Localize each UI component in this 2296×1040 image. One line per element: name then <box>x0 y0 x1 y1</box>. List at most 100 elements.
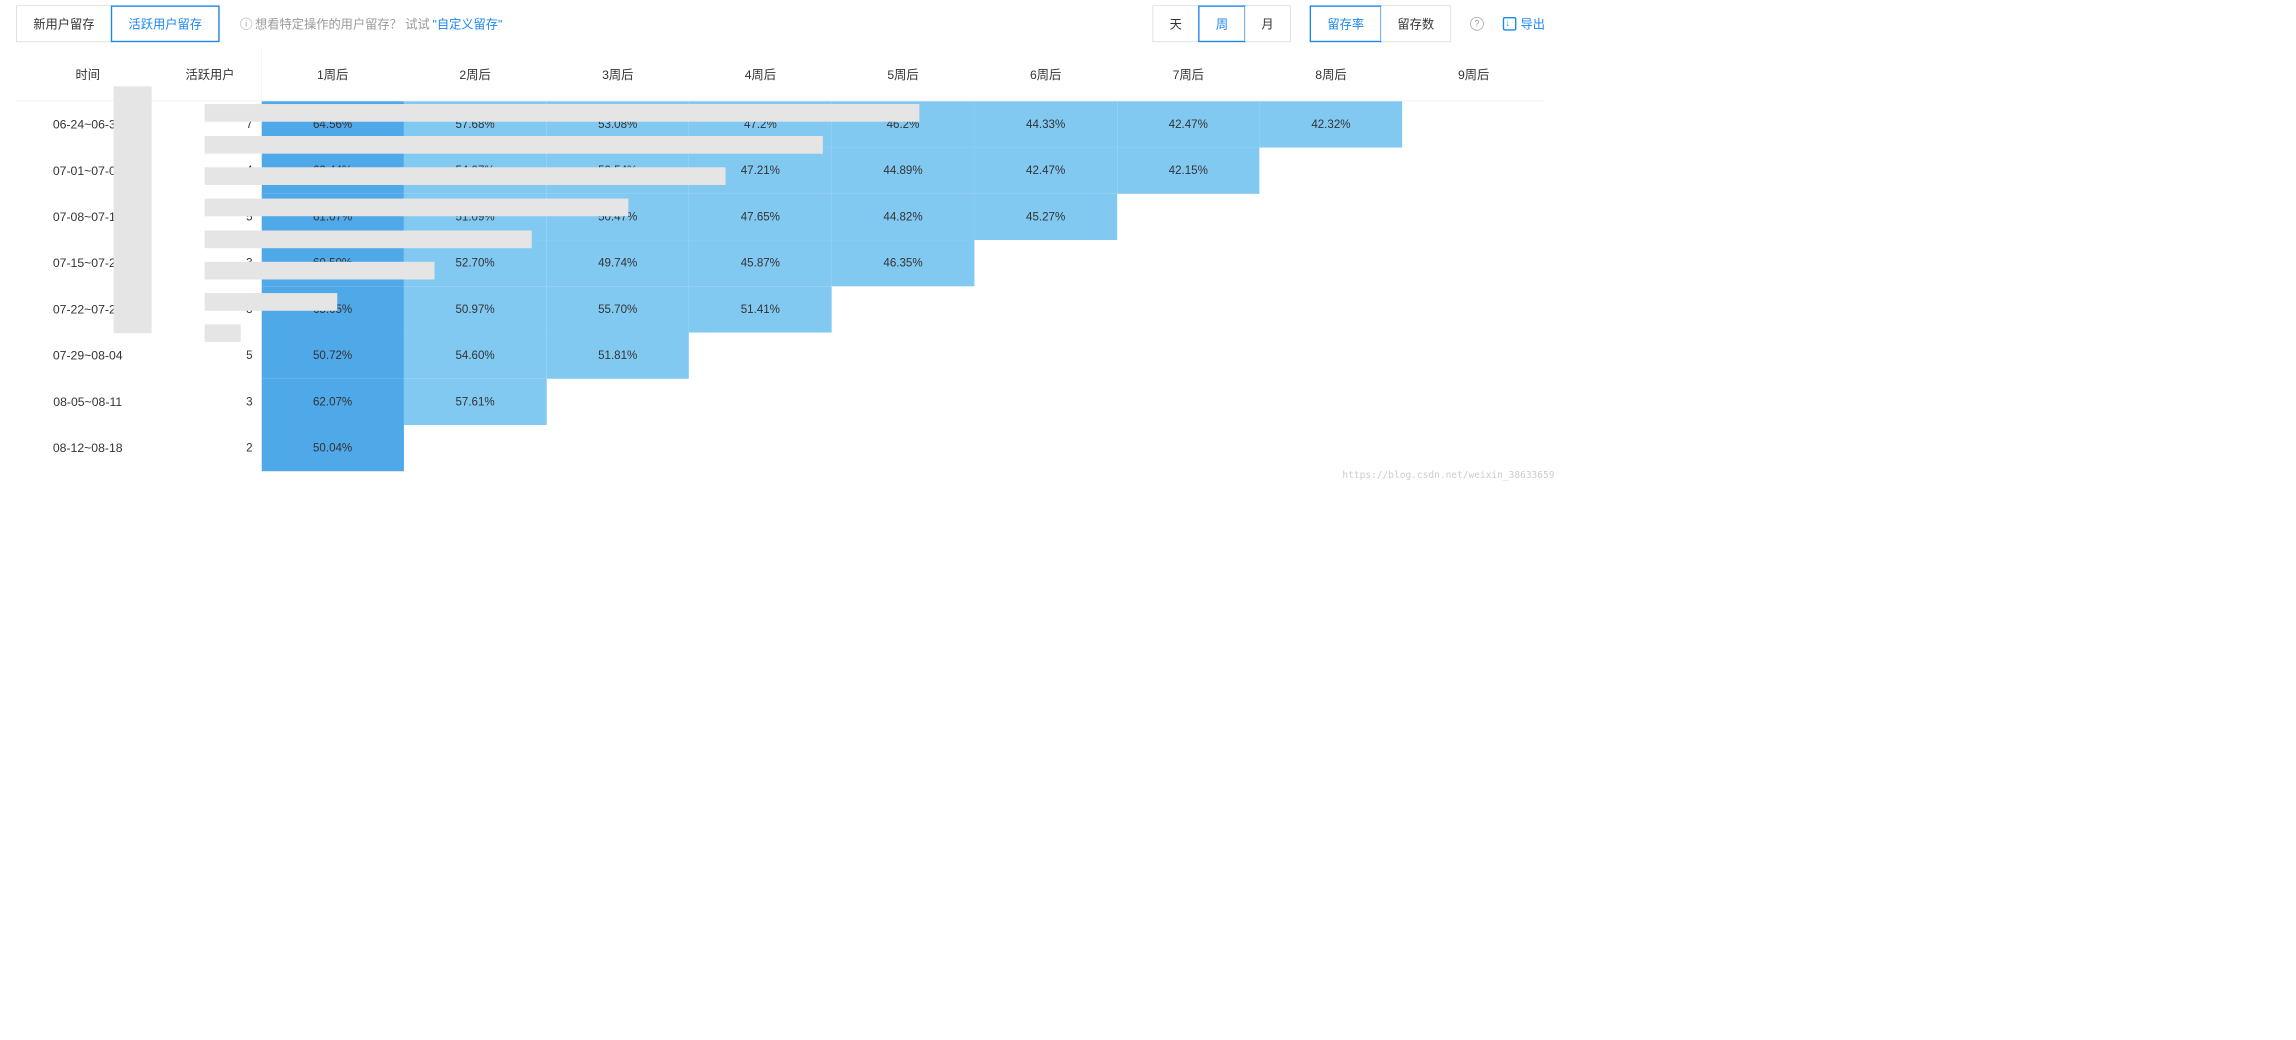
retention-cell: 50.72% <box>261 333 404 379</box>
retention-cell <box>1117 333 1260 379</box>
period-cell: 08-12~08-18 <box>16 425 159 471</box>
retention-cell: 50.04% <box>261 425 404 471</box>
retention-value: 52.70% <box>455 256 494 270</box>
retention-cell <box>832 333 975 379</box>
retention-cell <box>1402 101 1545 148</box>
export-label: 导出 <box>1520 15 1544 33</box>
retention-value: 45.27% <box>1026 210 1065 224</box>
redaction-block <box>114 87 152 333</box>
retention-cell: 47.65% <box>689 194 832 240</box>
toolbar: 新用户留存 活跃用户留存 i 想看特定操作的用户留存？ 试试 "自定义留存" 天… <box>0 0 1561 48</box>
col-w3: 3周后 <box>546 48 689 101</box>
retention-cell <box>832 286 975 332</box>
retention-cell <box>832 425 975 471</box>
retention-cell <box>689 333 832 379</box>
col-active: 活跃用户 <box>159 48 261 101</box>
retention-table-wrap: 时间 活跃用户 1周后 2周后 3周后 4周后 5周后 6周后 7周后 8周后 … <box>0 48 1561 485</box>
retention-cell: 45.27% <box>974 194 1117 240</box>
retention-cell <box>974 379 1117 425</box>
redaction-bar <box>205 167 726 185</box>
retention-cell <box>546 425 689 471</box>
retention-value: 54.60% <box>455 349 494 363</box>
retention-value: 46.35% <box>883 256 922 270</box>
retention-cell <box>974 286 1117 332</box>
retention-cell: 42.47% <box>1117 101 1260 148</box>
retention-cell <box>1117 286 1260 332</box>
retention-cell <box>689 425 832 471</box>
info-icon: i <box>240 18 252 30</box>
watermark: https://blog.csdn.net/weixin_38633659 <box>1342 470 1554 481</box>
redaction-bar <box>205 104 920 122</box>
gran-day[interactable]: 天 <box>1153 6 1199 41</box>
help-icon[interactable]: ? <box>1470 17 1484 31</box>
retention-cell: 44.82% <box>832 194 975 240</box>
period-cell: 07-29~08-04 <box>16 333 159 379</box>
hint-text: i 想看特定操作的用户留存？ 试试 "自定义留存" <box>240 15 502 33</box>
retention-cell <box>404 425 547 471</box>
retention-cell <box>1117 425 1260 471</box>
retention-value: 55.70% <box>598 303 637 317</box>
user-type-tabs: 新用户留存 活跃用户留存 <box>16 5 219 42</box>
retention-cell: 51.41% <box>689 286 832 332</box>
retention-cell: 42.32% <box>1260 101 1403 148</box>
retention-value: 51.81% <box>598 349 637 363</box>
metric-rate[interactable]: 留存率 <box>1310 5 1382 42</box>
retention-value: 42.32% <box>1311 118 1350 132</box>
hint-prefix: 想看特定操作的用户留存？ 试试 <box>255 15 430 33</box>
retention-value: 47.65% <box>741 210 780 224</box>
export-button[interactable]: 导出 <box>1503 15 1545 33</box>
retention-cell <box>1260 425 1403 471</box>
retention-cell <box>1402 425 1545 471</box>
export-icon <box>1503 17 1517 31</box>
retention-cell <box>1260 240 1403 286</box>
redaction-bar <box>205 136 823 154</box>
retention-value: 42.47% <box>1169 118 1208 132</box>
retention-value: 42.47% <box>1026 164 1065 178</box>
redaction-bar <box>205 262 435 280</box>
retention-cell: 55.70% <box>546 286 689 332</box>
retention-value: 51.41% <box>741 303 780 317</box>
col-w1: 1周后 <box>261 48 404 101</box>
retention-cell: 54.60% <box>404 333 547 379</box>
tab-new-user[interactable]: 新用户留存 <box>17 6 112 41</box>
retention-cell: 45.87% <box>689 240 832 286</box>
retention-cell: 57.61% <box>404 379 547 425</box>
retention-cell <box>832 379 975 425</box>
tab-active-user[interactable]: 活跃用户留存 <box>111 5 220 42</box>
retention-value: 50.72% <box>313 349 352 363</box>
retention-cell <box>1260 148 1403 194</box>
retention-cell <box>974 240 1117 286</box>
gran-month[interactable]: 月 <box>1245 6 1290 41</box>
retention-cell <box>1260 333 1403 379</box>
retention-value: 50.97% <box>455 303 494 317</box>
right-tools: 天 周 月 留存率 留存数 ? 导出 <box>1153 5 1545 42</box>
col-w8: 8周后 <box>1260 48 1403 101</box>
granularity-tabs: 天 周 月 <box>1153 5 1291 42</box>
retention-value: 62.07% <box>313 395 352 409</box>
retention-cell <box>1402 286 1545 332</box>
table-row: 08-05~08-113 62.07% 57.61% <box>16 379 1545 425</box>
retention-cell <box>974 333 1117 379</box>
retention-cell: 44.33% <box>974 101 1117 148</box>
retention-cell <box>1260 379 1403 425</box>
col-w4: 4周后 <box>689 48 832 101</box>
retention-cell: 44.89% <box>832 148 975 194</box>
retention-cell <box>1117 240 1260 286</box>
metric-count[interactable]: 留存数 <box>1381 6 1450 41</box>
retention-value: 42.15% <box>1169 164 1208 178</box>
retention-value: 49.74% <box>598 256 637 270</box>
hint-link[interactable]: "自定义留存" <box>432 15 502 33</box>
retention-value: 44.33% <box>1026 118 1065 132</box>
gran-week[interactable]: 周 <box>1198 5 1246 42</box>
period-cell: 08-05~08-11 <box>16 379 159 425</box>
active-users-cell: 2 <box>159 425 261 471</box>
active-users-cell: 3 <box>159 379 261 425</box>
table-row: 07-29~08-04550.72%54.60%51.81% <box>16 333 1545 379</box>
metric-tabs: 留存率 留存数 <box>1310 5 1451 42</box>
col-w6: 6周后 <box>974 48 1117 101</box>
retention-value: 44.82% <box>883 210 922 224</box>
retention-value: 44.89% <box>883 164 922 178</box>
retention-cell: 46.35% <box>832 240 975 286</box>
retention-cell: 51.81% <box>546 333 689 379</box>
retention-cell <box>1117 194 1260 240</box>
